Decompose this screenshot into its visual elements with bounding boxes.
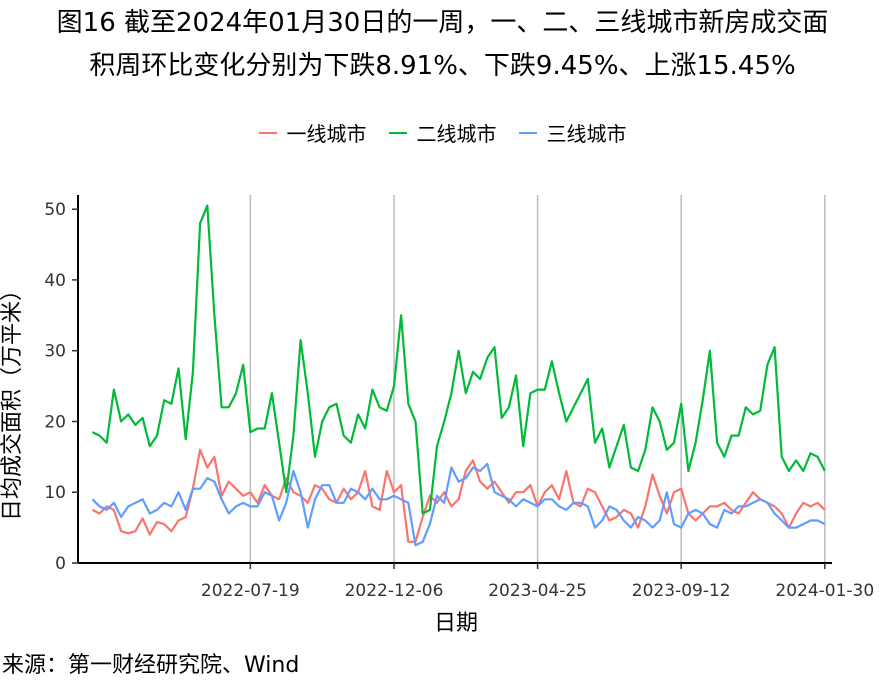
x-tick-label: 2023-09-12 bbox=[632, 581, 731, 601]
x-tick-label: 2022-07-19 bbox=[201, 581, 300, 601]
legend-swatch-tier3 bbox=[518, 131, 537, 134]
x-tick-label: 2024-01-30 bbox=[775, 581, 874, 601]
legend-item-tier2: 二线城市 bbox=[388, 118, 497, 147]
y-ticks: 0 10 20 30 40 50 bbox=[44, 200, 78, 574]
legend-label-tier3: 三线城市 bbox=[546, 122, 627, 146]
x-axis-title: 日期 bbox=[434, 611, 478, 636]
legend-label-tier1: 一线城市 bbox=[286, 122, 367, 146]
series-line-tier2 bbox=[91, 204, 826, 515]
series-line-tier1 bbox=[91, 448, 826, 543]
series-line-tier3 bbox=[91, 462, 826, 547]
x-tick-label: 2023-04-25 bbox=[488, 581, 587, 601]
legend: 一线城市 二线城市 三线城市 bbox=[0, 118, 885, 147]
y-tick-label: 0 bbox=[55, 554, 66, 574]
legend-label-tier2: 二线城市 bbox=[416, 122, 497, 146]
y-tick-label: 20 bbox=[44, 413, 66, 433]
legend-swatch-tier2 bbox=[388, 131, 407, 134]
y-tick-label: 50 bbox=[44, 200, 66, 220]
source-note: 来源：第一财经研究院、Wind bbox=[2, 653, 300, 678]
legend-item-tier1: 一线城市 bbox=[258, 118, 367, 147]
y-tick-label: 10 bbox=[44, 483, 66, 503]
x-tick-label: 2022-12-06 bbox=[345, 581, 444, 601]
chart-title-line1: 图16 截至2024年01月30日的一周，一、二、三线城市新房成交面 bbox=[56, 8, 829, 38]
legend-item-tier3: 三线城市 bbox=[518, 118, 627, 147]
y-axis-title: 日均成交面积（万平米） bbox=[0, 279, 25, 521]
legend-swatch-tier1 bbox=[258, 131, 277, 134]
series-lines bbox=[91, 204, 826, 547]
x-ticks: 2022-07-19 2022-12-06 2023-04-25 2023-09-12… bbox=[201, 563, 874, 601]
y-tick-label: 30 bbox=[44, 342, 66, 362]
y-tick-label: 40 bbox=[44, 271, 66, 291]
chart-title-line2: 积周环比变化分别为下跌8.91%、下跌9.45%、上涨15.45% bbox=[89, 51, 796, 81]
